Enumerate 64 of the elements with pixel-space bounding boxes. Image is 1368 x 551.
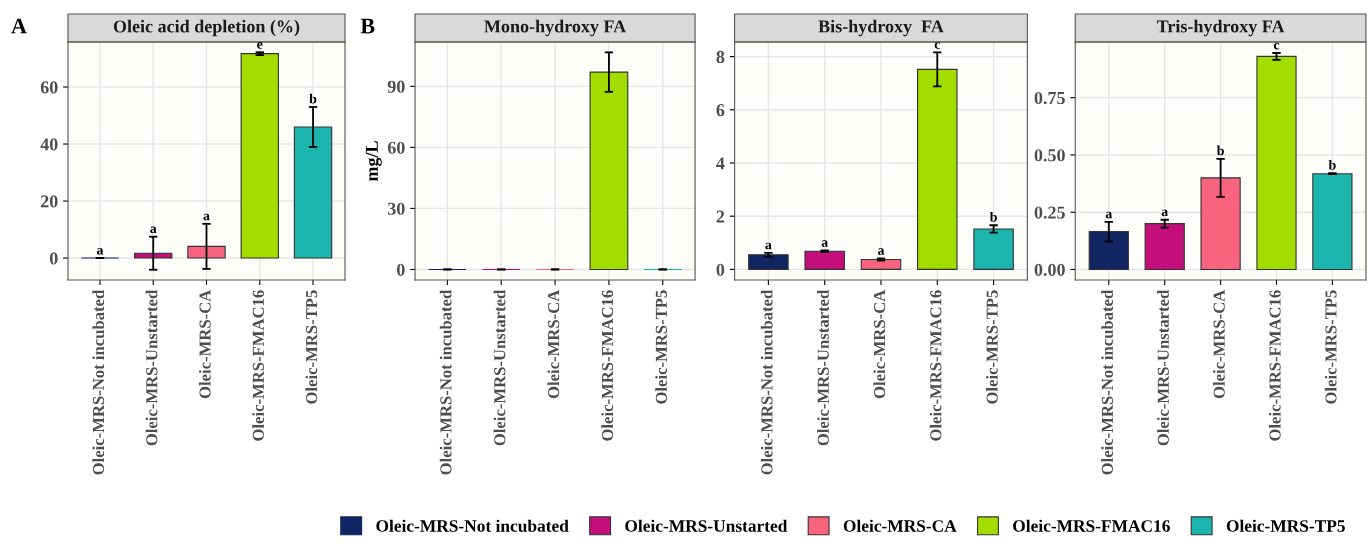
legend-label: Oleic-MRS-CA <box>843 519 957 532</box>
x-tick-label: Oleic-MRS-CA <box>873 289 886 399</box>
data-label: c <box>1273 42 1280 50</box>
data-label: b <box>989 211 997 222</box>
data-label: a <box>203 213 210 221</box>
x-tick-label: Oleic-MRS-Unstarted <box>1157 289 1169 446</box>
data-label: a <box>96 247 104 255</box>
text: A <box>11 18 27 34</box>
x-tick-label: Oleic-MRS-FMAC16 <box>252 290 264 441</box>
y-tick-label: 0 <box>396 263 405 276</box>
data-label: a <box>821 240 828 247</box>
x-tick-label: Oleic-MRS-TP5 <box>655 290 667 404</box>
x-tick-label: Oleic-MRS-Not incubated <box>760 289 773 475</box>
y-tick-label: 90 <box>387 80 405 93</box>
x-tick-label: Oleic-MRS-Unstarted <box>493 289 506 446</box>
data-label: a <box>877 248 885 255</box>
y-tick-label: 8 <box>716 50 725 64</box>
x-tick-label: Oleic-MRS-Unstarted <box>817 289 829 446</box>
y-tick-label: 6 <box>716 104 725 117</box>
y-tick-label: 0 <box>716 263 725 276</box>
x-tick-label: Oleic-MRS-TP5 <box>305 290 318 404</box>
y-tick-label: 0.50 <box>1034 149 1065 162</box>
chart-title: Bis-hydroxy FA <box>818 19 944 37</box>
y-tick-label: 0.75 <box>1034 91 1065 105</box>
legend-label: Oleic-MRS-Unstarted <box>625 519 788 532</box>
chart-title: Oleic acid depletion (%) <box>113 19 300 37</box>
x-tick-label: Oleic-MRS-Not incubated <box>92 289 105 475</box>
y-tick-label: 30 <box>387 202 405 215</box>
y-tick-label: 2 <box>716 210 725 223</box>
x-tick-label: Oleic-MRS-TP5 <box>986 290 998 404</box>
y-tick-label: 40 <box>40 138 58 151</box>
data-label: a <box>1161 209 1168 217</box>
chart-title: Mono-hydroxy FA <box>484 19 627 37</box>
x-tick-label: Oleic-MRS-CA <box>1213 289 1225 399</box>
legend-label: Oleic-MRS-Not incubated <box>376 519 569 532</box>
y-tick-label: 20 <box>40 195 58 208</box>
legend-label: Oleic-MRS-TP5 <box>1226 519 1345 532</box>
data-label: b <box>309 93 317 104</box>
x-tick-label: Oleic-MRS-FMAC16 <box>1268 290 1281 441</box>
y-tick-label: 4 <box>716 157 725 170</box>
legend-label: Oleic-MRS-FMAC16 <box>1013 519 1170 532</box>
text: B <box>360 18 375 34</box>
data-label: a <box>765 242 772 250</box>
data-label: b <box>1328 159 1336 170</box>
y-tick-label: 0.00 <box>1034 263 1065 276</box>
x-tick-label: Oleic-MRS-FMAC16 <box>601 290 614 441</box>
data-label: b <box>1216 145 1224 156</box>
x-tick-label: Oleic-MRS-CA <box>198 289 211 399</box>
y-tick-label: 0 <box>49 252 58 265</box>
chart-title: Tris-hydroxy FA <box>1156 19 1285 37</box>
x-tick-label: Oleic-MRS-Not incubated <box>1101 289 1113 475</box>
y-axis-title: mg/L <box>365 141 382 182</box>
data-label: c <box>934 42 941 49</box>
y-tick-label: 60 <box>40 81 58 94</box>
data-label: a <box>150 226 157 234</box>
data-label: a <box>1105 211 1113 219</box>
x-tick-label: Oleic-MRS-FMAC16 <box>929 290 942 441</box>
x-tick-label: Oleic-MRS-Not incubated <box>439 289 452 475</box>
x-tick-label: Oleic-MRS-CA <box>547 289 560 399</box>
x-tick-label: Oleic-MRS-Unstarted <box>145 289 158 446</box>
y-tick-label: 0.25 <box>1034 206 1065 219</box>
x-tick-label: Oleic-MRS-TP5 <box>1324 290 1337 404</box>
y-tick-label: 60 <box>387 141 405 154</box>
data-label: e <box>257 42 263 49</box>
